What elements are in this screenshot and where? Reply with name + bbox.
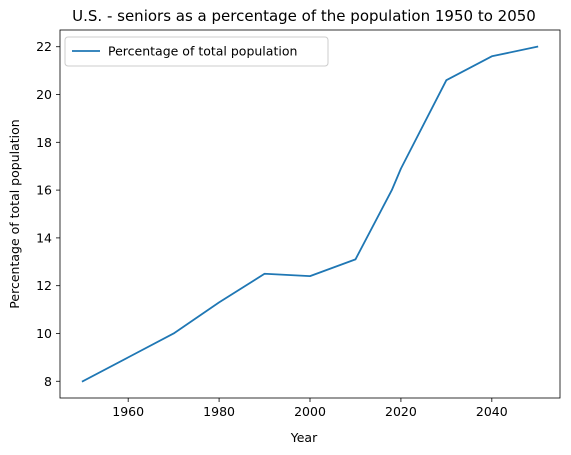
x-tick-label: 2020: [385, 404, 417, 419]
series-line: [81, 45, 539, 383]
x-tick-label: 1980: [203, 404, 235, 419]
legend-label: Percentage of total population: [108, 44, 297, 59]
legend: Percentage of total population: [64, 36, 329, 67]
series-layer: [81, 45, 539, 383]
y-tick-label: 12: [36, 278, 52, 293]
x-axis: 1960 1980 2000 2020 2040: [112, 398, 508, 419]
x-tick-label: 2040: [476, 404, 508, 419]
y-tick-label: 14: [36, 230, 52, 245]
y-tick-label: 18: [36, 135, 52, 150]
plot-area-frame: [59, 29, 561, 399]
y-axis-label: Percentage of total population: [7, 119, 22, 308]
chart-title: U.S. - seniors as a percentage of the po…: [72, 7, 536, 25]
x-tick-label: 2000: [294, 404, 326, 419]
y-tick-label: 20: [36, 87, 52, 102]
y-axis: 8 10 12 14 16 18 20 22: [36, 39, 60, 389]
x-tick-label: 1960: [112, 404, 144, 419]
x-axis-label: Year: [290, 430, 318, 445]
legend-box: [64, 36, 329, 67]
y-tick-label: 22: [36, 39, 52, 54]
y-tick-label: 8: [44, 374, 52, 389]
y-tick-label: 16: [36, 183, 52, 198]
y-tick-label: 10: [36, 326, 52, 341]
